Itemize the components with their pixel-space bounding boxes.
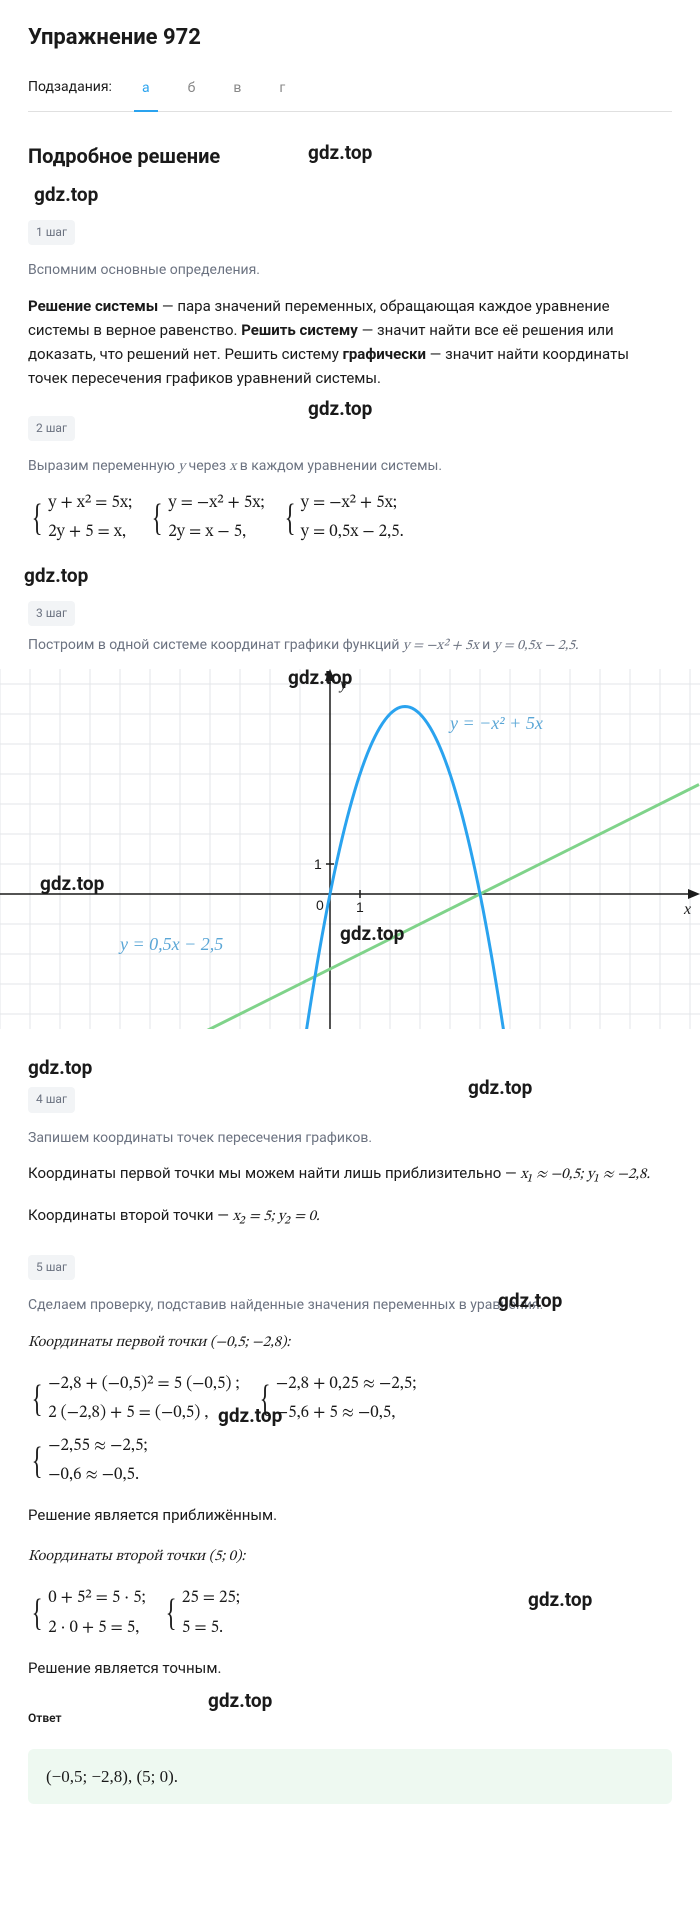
watermark: gdz.top — [468, 1073, 532, 1103]
line-plot — [0, 785, 699, 1030]
check-pt1b: { −2,55 ≈ −2,5; −0,6 ≈ −0,5. — [28, 1433, 672, 1489]
step4-intro: Запишем координаты точек пересечения гра… — [28, 1127, 672, 1149]
eq: 0 + 5² = 5 · 5; — [48, 1585, 145, 1612]
definition-text: Решение системы — пара значений переменн… — [28, 294, 672, 390]
eq: 2 · 0 + 5 = 5, — [48, 1615, 145, 1642]
step2-intro: Выразим переменную y через x в каждом ур… — [28, 455, 672, 478]
eq: y + x² = 5x; — [48, 490, 132, 517]
eq: −2,55 ≈ −2,5; — [48, 1433, 147, 1460]
eq: y = −x² + 5x; — [301, 490, 404, 517]
tab-a[interactable]: а — [134, 73, 158, 111]
step3-intro: Построим в одной системе координат графи… — [28, 634, 672, 657]
term-solution: Решение системы — [28, 297, 158, 315]
watermark: gdz.top — [24, 561, 88, 591]
watermark: gdz.top — [34, 180, 98, 210]
x-tick-label: 1 — [356, 899, 364, 915]
step-badge-4: 4 шаг — [28, 1087, 75, 1112]
check-pt2: { 0 + 5² = 5 · 5; 2 · 0 + 5 = 5, { 25 = … — [28, 1585, 672, 1641]
eq: −2,8 + (−0,5)² = 5 (−0,5) ; — [48, 1371, 239, 1398]
answer-box: (−0,5; −2,8), (5; 0). — [28, 1749, 672, 1804]
point1-text: Координаты первой точки мы можем найти л… — [28, 1161, 672, 1187]
pt2-label: Координаты второй точки (5; 0): — [28, 1543, 672, 1569]
y-tick-label: 1 — [314, 856, 322, 872]
eq: −0,6 ≈ −0,5. — [48, 1462, 147, 1489]
parabola-equation: y = −x² + 5x — [448, 713, 543, 733]
parabola-plot — [305, 707, 506, 1030]
line-equation: y = 0,5x − 2,5 — [118, 934, 223, 954]
point2-text: Координаты второй точки — x₂ = 5; y₂ = 0… — [28, 1203, 672, 1229]
eq: 2 (−2,8) + 5 = (−0,5) , — [48, 1400, 239, 1427]
check-pt1: { −2,8 + (−0,5)² = 5 (−0,5) ; 2 (−2,8) +… — [28, 1371, 672, 1427]
step-badge-1: 1 шаг — [28, 220, 75, 245]
subtasks-tabs: Подзадания: а б в г — [28, 73, 672, 111]
pt1-label: Координаты первой точки (−0,5; −2,8): — [28, 1329, 672, 1355]
chart-svg: 0 1 1 y x y = −x² + 5x y = 0,5x − 2,5 — [0, 669, 700, 1029]
watermark: gdz.top — [208, 1686, 272, 1716]
system-transform: { y + x² = 5x; 2y + 5 = x, { y = −x² + 5… — [28, 490, 672, 546]
eq: 2y = x − 5, — [168, 519, 264, 546]
answer-label: Ответ — [28, 1706, 70, 1731]
exact-note: Решение является точным. — [28, 1656, 672, 1680]
section-heading: Подробное решение — [28, 140, 672, 172]
step5-intro: Сделаем проверку, подставив найденные зн… — [28, 1294, 672, 1316]
tab-v[interactable]: в — [225, 73, 249, 111]
watermark: gdz.top — [308, 394, 372, 424]
eq: −2,8 + 0,25 ≈ −2,5; — [276, 1371, 417, 1398]
tab-g[interactable]: г — [271, 73, 293, 111]
tab-b[interactable]: б — [180, 73, 204, 111]
approx-note: Решение является приближённым. — [28, 1503, 672, 1527]
term-solve: Решить систему — [241, 321, 358, 339]
eq: y = −x² + 5x; — [168, 490, 264, 517]
term-graphically: графически — [343, 345, 426, 363]
step1-intro: Вспомним основные определения. — [28, 259, 672, 281]
subtasks-label: Подзадания: — [28, 76, 112, 108]
eq: y = 0,5x − 2,5. — [301, 519, 404, 546]
step-badge-5: 5 шаг — [28, 1255, 75, 1280]
page-title: Упражнение 972 — [28, 20, 672, 55]
chart: 0 1 1 y x y = −x² + 5x y = 0,5x − 2,5 gd… — [0, 669, 700, 1029]
eq: 25 = 25; — [182, 1585, 240, 1612]
y-axis-label: y — [338, 676, 348, 693]
eq: 2y + 5 = x, — [48, 519, 132, 546]
eq: −5,6 + 5 ≈ −0,5, — [276, 1400, 417, 1427]
step-badge-3: 3 шаг — [28, 601, 75, 626]
origin-label: 0 — [316, 897, 324, 913]
step-badge-2: 2 шаг — [28, 416, 75, 441]
eq: 5 = 5. — [182, 1615, 240, 1642]
x-axis-label: x — [683, 901, 691, 918]
answer-value: (−0,5; −2,8), (5; 0). — [46, 1767, 178, 1786]
